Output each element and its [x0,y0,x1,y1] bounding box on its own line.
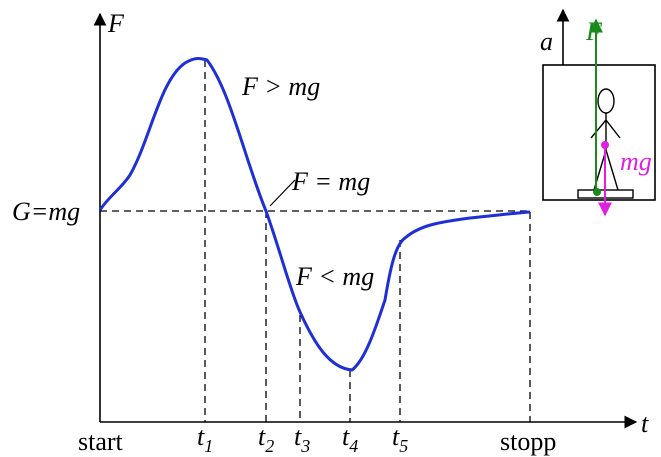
time-base: t [197,422,205,451]
time-mark: t5 [392,422,408,456]
stop-label: stopp [500,427,556,456]
time-sub: 3 [300,436,310,456]
annotation: F > mg [241,72,320,101]
time-mark: t3 [294,422,310,456]
time-base: t [258,422,266,451]
time-sub: 4 [349,436,358,456]
pointer [269,179,296,207]
time-mark: t1 [197,422,213,456]
time-mark: t4 [342,422,358,456]
time-sub: 5 [399,436,408,456]
annotation: F = mg [291,167,370,196]
force-curve [98,56,531,372]
time-sub: 2 [265,436,274,456]
time-base: t [342,422,350,451]
time-sub: 1 [204,436,213,456]
inset: a F mg [540,8,656,217]
annotation: F < mg [295,262,374,291]
level-label: G=mg [12,197,80,226]
y-label: F [107,9,125,38]
start-label: start [78,427,124,456]
time-mark: t2 [258,422,274,456]
inset-weight: mg [620,147,652,176]
time-base: t [392,422,400,451]
x-label: t [641,409,649,438]
guides [100,60,531,422]
inset-acc: a [540,27,553,56]
time-base: t [294,422,302,451]
inset-force: F [585,17,603,46]
